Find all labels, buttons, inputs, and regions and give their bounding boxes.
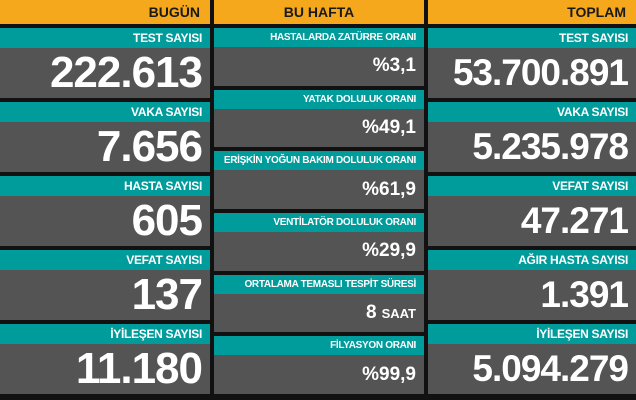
stat-label: YATAK DOLULUK ORANI [214,89,424,109]
stat-value-box: 222.613 [0,48,210,98]
column: BU HAFTA HASTALARDA ZATÜRRE ORANI %3,1 YATA… [214,0,424,395]
stat-value: %61,9 [362,178,416,200]
stat-value-box: 1.391 [428,270,636,320]
stat-value-box: 5.094.279 [428,344,636,394]
stat-value: 137 [131,270,203,319]
column-header: TOPLAM [428,0,636,24]
stat-value-box: %3,1 [214,47,424,86]
stat-card: AĞIR HASTA SAYISI 1.391 [428,250,636,320]
stat-card: İYİLEŞEN SAYISI 5.094.279 [428,324,636,394]
stat-value-box: %49,1 [214,108,424,148]
stat-label: VAKA SAYISI [0,102,210,122]
column-header: BUGÜN [0,0,210,24]
stat-value-box: %99,9 [214,355,424,395]
stat-label: VENTİLATÖR DOLULUK ORANI [214,213,424,233]
stat-unit: SAAT [381,305,416,321]
stat-card: VAKA SAYISI 7.656 [0,102,210,172]
stat-card: VAKA SAYISI 5.235.978 [428,102,636,172]
stat-value-box: 8 SAAT [214,293,424,333]
stat-value-box: 605 [0,196,210,246]
stat-card: YATAK DOLULUK ORANI %49,1 [214,89,424,148]
stat-value-box: 7.656 [0,122,210,172]
stat-value: %3,1 [372,55,416,77]
stat-card: ERİŞKİN YOĞUN BAKIM DOLULUK ORANI %61,9 [214,151,424,210]
stat-value: 1.391 [540,274,629,315]
stat-card: İYİLEŞEN SAYISI 11.180 [0,324,210,394]
stat-card: TEST SAYISI 222.613 [0,28,210,98]
stat-label: İYİLEŞEN SAYISI [0,324,210,344]
stat-value-box: 5.235.978 [428,122,636,172]
stat-value-box: %61,9 [214,170,424,210]
stat-value: %99,9 [362,363,416,385]
stat-value: %49,1 [362,117,416,138]
stat-card: FİLYASYON ORANI %99,9 [214,336,424,395]
stat-label: HASTA SAYISI [0,176,210,196]
stat-card: VEFAT SAYISI 137 [0,250,210,320]
stat-label: VAKA SAYISI [428,102,636,122]
stat-card: ORTALAMA TEMASLI TESPİT SÜRESİ 8 SAAT [214,274,424,333]
stat-label: VEFAT SAYISI [428,176,636,196]
column: TOPLAM TEST SAYISI 53.700.891 VAKA SAYISI 5.… [428,0,636,394]
stat-value: 5.094.279 [472,348,629,389]
stat-value: 8 [365,302,377,324]
column: BUGÜN TEST SAYISI 222.613 VAKA SAYISI 7.656 H… [0,0,210,394]
stat-value: 7.656 [96,122,203,171]
stat-label: TEST SAYISI [0,28,210,48]
stat-label: ERİŞKİN YOĞUN BAKIM DOLULUK ORANI [214,151,424,171]
stat-label: FİLYASYON ORANI [214,336,424,356]
stat-value: 53.700.891 [452,52,629,93]
stat-card: HASTALARDA ZATÜRRE ORANI %3,1 [214,28,424,86]
stat-value-box: 11.180 [0,344,210,394]
stat-value: 222.613 [49,48,203,97]
stat-label: ORTALAMA TEMASLI TESPİT SÜRESİ [214,274,424,294]
stat-value-box: 53.700.891 [428,48,636,98]
stat-value-box: %29,9 [214,232,424,271]
stat-label: İYİLEŞEN SAYISI [428,324,636,344]
stat-label: VEFAT SAYISI [0,250,210,270]
stat-label: TEST SAYISI [428,28,636,48]
stat-label: HASTALARDA ZATÜRRE ORANI [214,28,424,47]
stat-label: AĞIR HASTA SAYISI [428,250,636,270]
stat-value-box: 137 [0,270,210,320]
stat-value: 5.235.978 [472,126,629,167]
stat-value: %29,9 [362,240,416,262]
stat-value: 47.271 [520,200,629,241]
stat-value: 11.180 [75,344,203,393]
stat-value-box: 47.271 [428,196,636,246]
stat-card: VEFAT SAYISI 47.271 [428,176,636,246]
stat-card: VENTİLATÖR DOLULUK ORANI %29,9 [214,213,424,271]
stat-value: 605 [131,196,203,245]
stat-card: HASTA SAYISI 605 [0,176,210,246]
stat-card: TEST SAYISI 53.700.891 [428,28,636,98]
column-header: BU HAFTA [214,0,424,24]
